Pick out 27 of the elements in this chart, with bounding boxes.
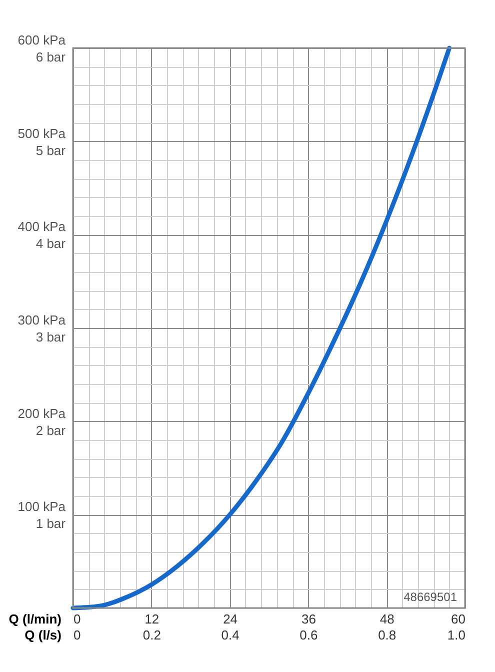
x-tick-label: 24 [223, 612, 238, 626]
x-tick-label: 36 [301, 612, 316, 626]
x2-tick-label: 0.6 [300, 628, 318, 642]
y2-tick-label: 2 bar [36, 422, 66, 438]
y-tick-label: 100 kPa [18, 499, 66, 514]
x-tick-label: 0 [74, 612, 81, 626]
y-tick-label: 200 kPa [18, 406, 66, 421]
y-tick-label: 500 kPa [18, 126, 66, 141]
x2-axis-title: Q (l/s) [24, 628, 62, 642]
x2-tick-label: 0 [74, 628, 81, 642]
x2-tick-label: 1.0 [447, 628, 466, 642]
x-axis-title: Q (l/min) [8, 612, 62, 626]
y2-tick-label: 4 bar [36, 236, 66, 252]
y2-tick-label: 6 bar [36, 50, 66, 64]
x2-tick-label: 0.8 [378, 628, 396, 642]
y-tick-label: 600 kPa [18, 32, 66, 48]
x-tick-label: 60 [451, 612, 466, 626]
y2-tick-label: 1 bar [36, 516, 66, 532]
y-tick-label: 300 kPa [18, 312, 66, 328]
annotation: 48669501 [404, 590, 458, 604]
x2-tick-label: 0.2 [142, 628, 161, 642]
x2-tick-label: 0.4 [221, 628, 240, 642]
y2-tick-label: 5 bar [36, 142, 66, 158]
y-tick-label: 400 kPa [18, 219, 66, 234]
x-tick-label: 48 [380, 612, 394, 626]
x-tick-label: 12 [144, 612, 160, 626]
y2-tick-label: 3 bar [36, 330, 66, 344]
